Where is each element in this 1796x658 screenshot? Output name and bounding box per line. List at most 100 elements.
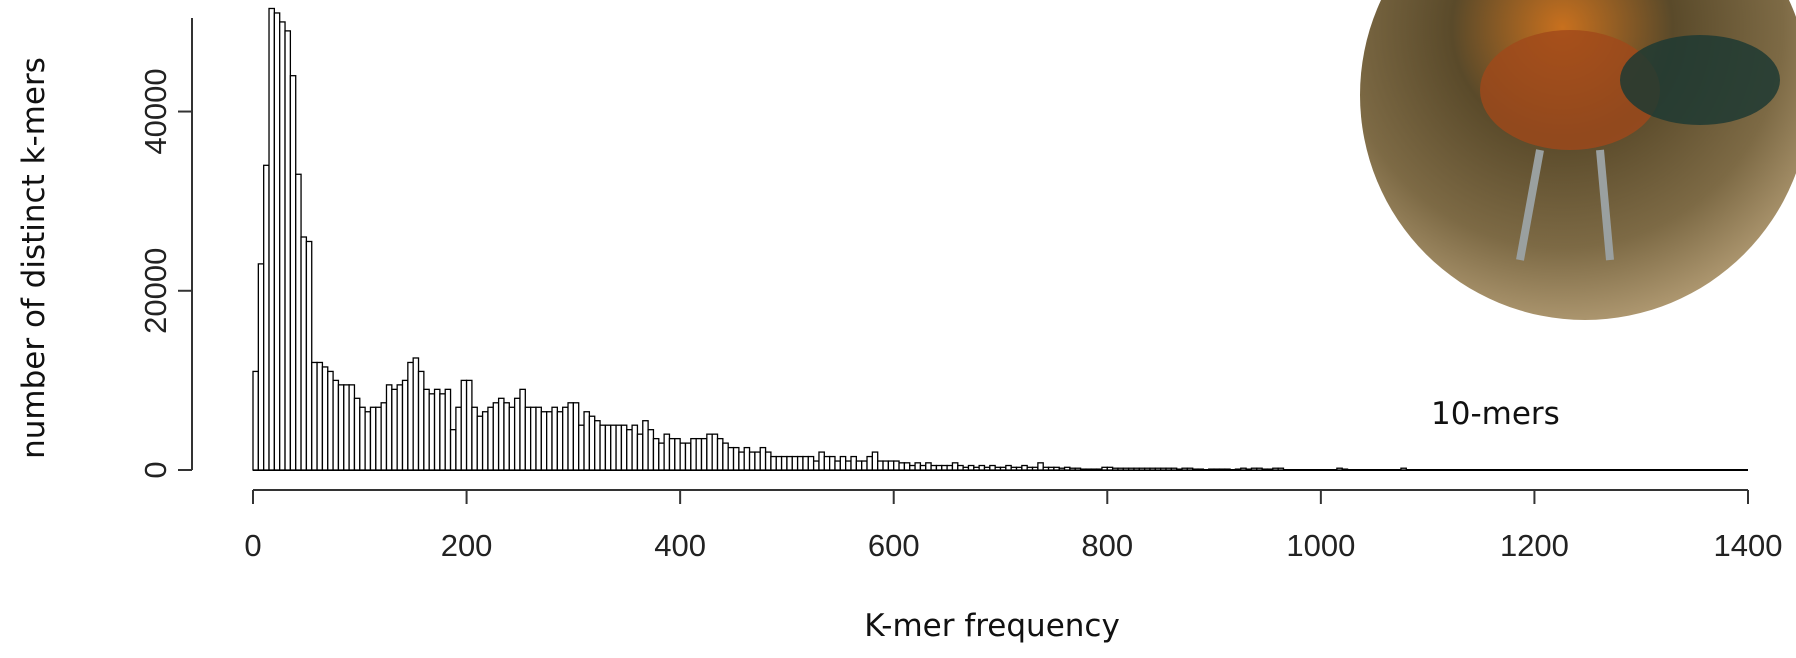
bar <box>1021 464 1028 471</box>
bar <box>882 460 890 471</box>
bar <box>321 366 329 471</box>
bar <box>327 370 334 471</box>
bar <box>391 388 398 471</box>
bar <box>588 415 596 471</box>
bar <box>706 433 713 471</box>
bar <box>642 420 649 471</box>
bar <box>1186 467 1194 471</box>
bar <box>786 455 793 471</box>
bar <box>332 379 340 471</box>
bar <box>652 437 660 471</box>
bar <box>973 466 980 471</box>
bar <box>909 464 916 471</box>
bar <box>1176 468 1183 471</box>
bar <box>1245 468 1253 471</box>
bar <box>818 451 825 471</box>
annotation: 10-mers <box>1431 396 1560 432</box>
bar <box>1090 468 1098 471</box>
bar <box>610 424 617 471</box>
bar <box>273 12 281 471</box>
bar <box>1074 467 1082 471</box>
bar <box>1015 466 1023 471</box>
x-tick-label: 200 <box>441 528 493 563</box>
bar <box>791 455 799 471</box>
bar <box>535 406 542 471</box>
bar <box>898 462 906 471</box>
bar <box>1240 467 1247 471</box>
bar <box>919 464 927 471</box>
bar <box>1154 467 1162 471</box>
bar <box>732 446 740 471</box>
bar <box>855 460 863 471</box>
bar <box>407 361 414 471</box>
bar <box>1224 468 1231 471</box>
bar <box>823 455 831 471</box>
bar <box>412 357 420 471</box>
bar <box>1261 468 1269 471</box>
bar <box>428 393 436 471</box>
bar <box>850 455 857 471</box>
bar <box>620 424 628 471</box>
bar <box>572 402 580 471</box>
bar <box>807 455 815 471</box>
bar <box>1042 466 1050 471</box>
bar <box>529 406 537 471</box>
bar <box>615 424 623 471</box>
bar <box>1047 466 1055 471</box>
bar <box>1111 467 1119 471</box>
bar <box>1256 467 1263 471</box>
bar <box>1170 467 1178 471</box>
x-tick-label: 1400 <box>1714 528 1783 563</box>
bar <box>513 397 521 471</box>
bar <box>289 75 297 471</box>
bar <box>1079 468 1087 471</box>
bar <box>594 420 601 471</box>
bar <box>983 466 991 471</box>
bar <box>845 460 852 471</box>
bar <box>716 437 724 471</box>
bar <box>1122 467 1130 471</box>
bar <box>433 388 441 471</box>
x-tick-label: 400 <box>654 528 706 563</box>
bar <box>1277 467 1285 471</box>
bar <box>401 379 409 471</box>
bar <box>1266 468 1274 471</box>
bar <box>439 393 446 471</box>
x-tick-label: 1200 <box>1500 528 1569 563</box>
y-tick-label: 0 <box>138 461 173 478</box>
bar <box>1138 467 1146 471</box>
x-axis-label: K-mer frequency <box>864 608 1120 644</box>
bar <box>738 451 745 471</box>
bar <box>727 446 735 471</box>
bar <box>1336 467 1343 471</box>
bar <box>311 361 318 471</box>
bar <box>578 424 585 471</box>
bar <box>257 263 265 471</box>
bar <box>770 455 777 471</box>
bar <box>1213 468 1221 471</box>
bar <box>455 406 462 471</box>
bar <box>369 406 377 471</box>
bar <box>1106 466 1114 471</box>
bar <box>994 466 1002 471</box>
bar <box>519 388 526 471</box>
bar <box>748 451 756 471</box>
bar <box>1069 467 1076 471</box>
bar <box>487 406 494 471</box>
bar <box>599 424 607 471</box>
bar <box>828 455 836 471</box>
bar <box>460 379 468 471</box>
bar <box>417 370 425 471</box>
bar <box>449 429 457 471</box>
bar <box>802 455 809 471</box>
bar <box>1234 468 1242 471</box>
bar <box>999 466 1007 471</box>
bar <box>471 406 478 471</box>
x-tick-label: 800 <box>1081 528 1133 563</box>
bar <box>866 455 874 471</box>
bar <box>690 437 697 471</box>
bar <box>1037 462 1044 471</box>
bar <box>1250 467 1258 471</box>
bar <box>989 464 996 471</box>
